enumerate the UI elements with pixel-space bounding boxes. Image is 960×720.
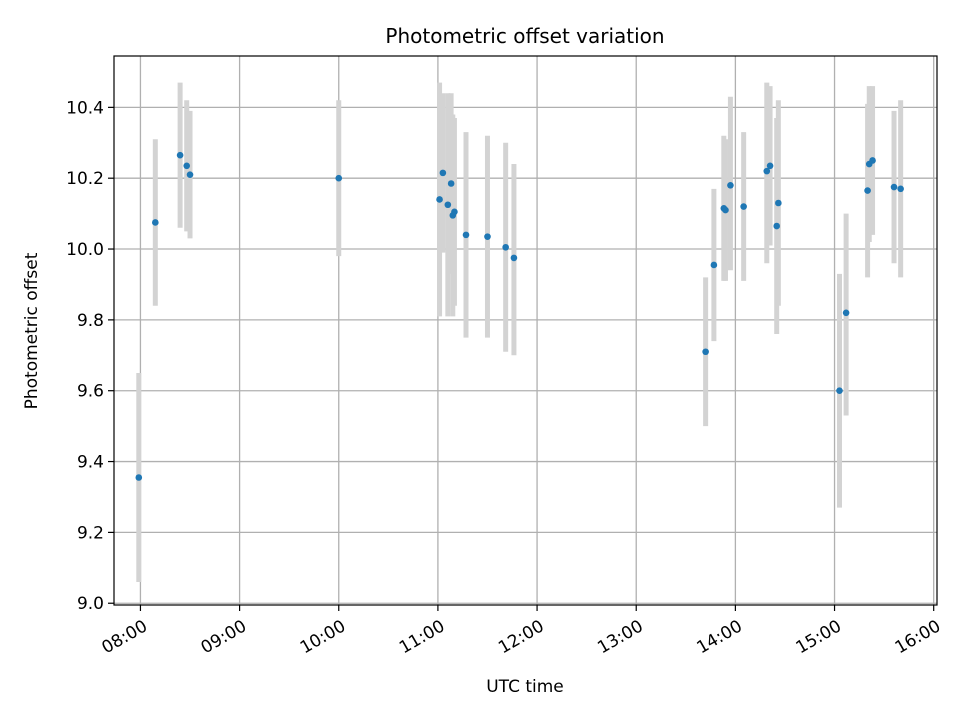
data-point [186,171,194,178]
y-tick-label: 9.6 [77,382,104,402]
plot-area [114,56,937,605]
data-point [447,180,455,187]
data-point [510,254,518,262]
data-point [502,243,509,251]
data-point [727,181,734,189]
data-point [451,208,458,216]
plot-frame [113,55,938,606]
y-axis-label: Photometric offset [22,252,42,409]
data-point [836,387,843,395]
data-point [766,162,774,170]
y-tick-label: 9.8 [77,311,104,331]
y-tick-label: 9.4 [77,453,104,473]
data-point [775,199,782,207]
data-point [890,183,898,191]
data-point [152,219,159,226]
y-tick-label: 10.2 [66,169,104,189]
data-point [462,231,470,239]
y-tick-label: 10.0 [66,240,104,260]
data-point [763,167,771,175]
data-point [897,185,904,193]
y-tick-label: 9.0 [77,594,104,614]
data-point [710,261,718,269]
data-point [335,174,343,182]
data-point [439,169,447,177]
chart-title: Photometric offset variation [385,24,664,48]
data-point [869,157,876,164]
data-point [444,201,452,209]
data-point [484,233,491,240]
data-point [864,187,871,194]
data-point [702,348,709,356]
data-points [135,151,904,481]
data-point [773,222,780,230]
data-point [722,206,729,214]
data-point [740,203,747,210]
data-point [176,151,184,159]
data-point [842,309,850,317]
x-axis-label: UTC time [486,677,564,697]
data-point [135,474,143,481]
data-point [436,196,443,203]
data-point [183,162,191,170]
y-tick-label: 9.2 [77,523,104,543]
y-tick-label: 10.4 [66,98,104,118]
